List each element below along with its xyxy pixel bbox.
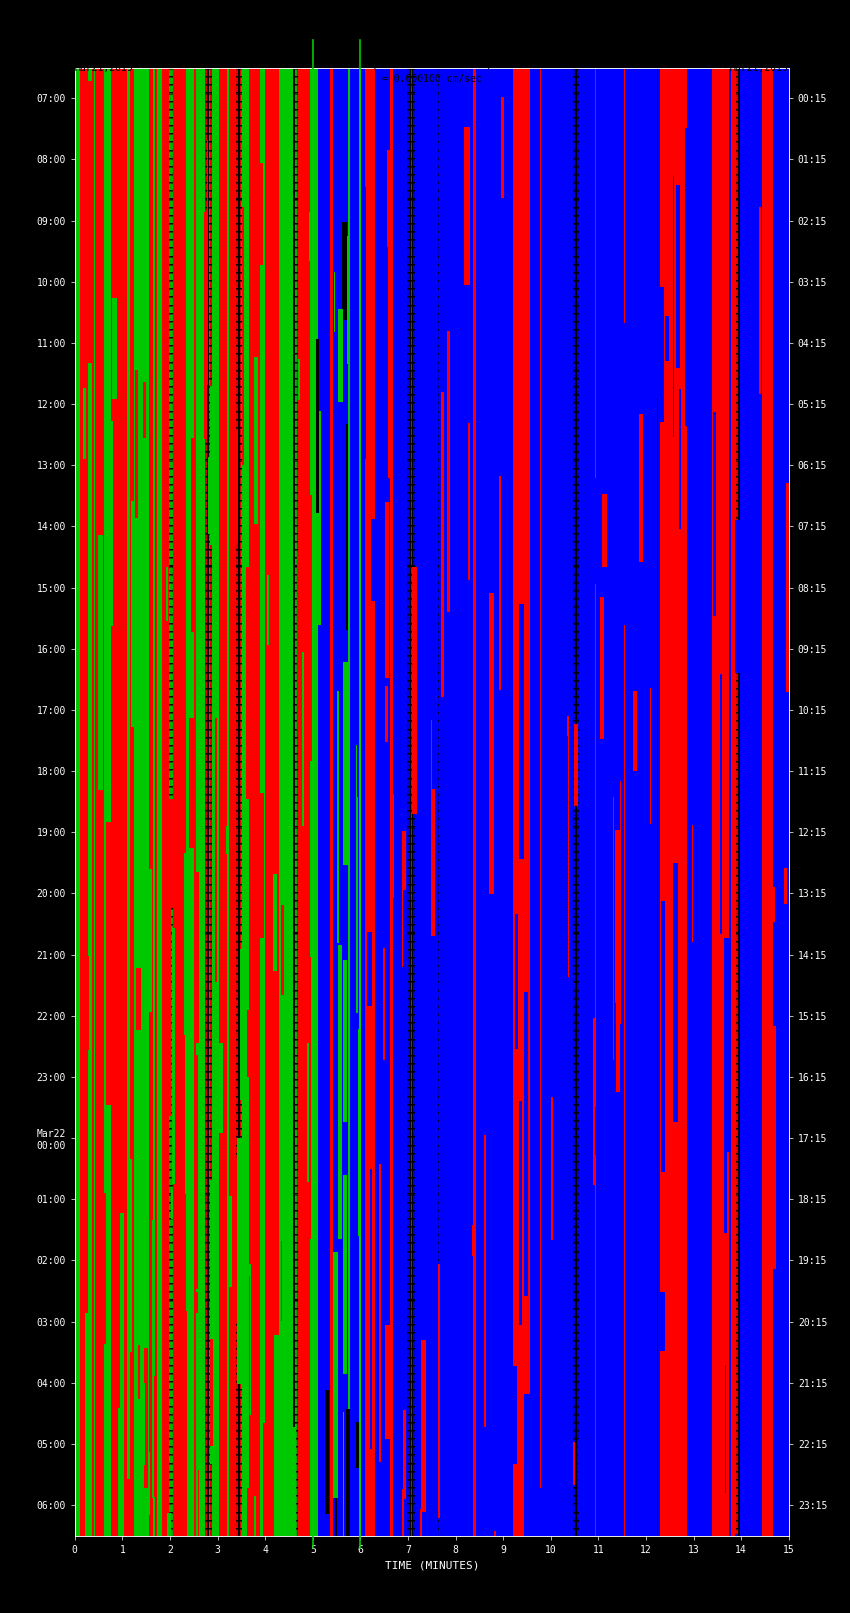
Text: PDT: PDT: [771, 48, 789, 58]
Text: LBC EHZ NC: LBC EHZ NC: [398, 45, 466, 55]
Text: UTC: UTC: [75, 48, 93, 58]
Text: Mar21,2019: Mar21,2019: [75, 63, 133, 73]
Text: = 0.000100 cm/sec: = 0.000100 cm/sec: [382, 74, 482, 84]
Text: Mar21,2019: Mar21,2019: [730, 63, 789, 73]
Text: ^|  = 0.000100 cm/sec =   100 microvolts: ^| = 0.000100 cm/sec = 100 microvolts: [8, 1582, 243, 1594]
Text: (Butte Creek Rim ): (Butte Creek Rim ): [371, 60, 492, 69]
X-axis label: TIME (MINUTES): TIME (MINUTES): [384, 1560, 479, 1569]
